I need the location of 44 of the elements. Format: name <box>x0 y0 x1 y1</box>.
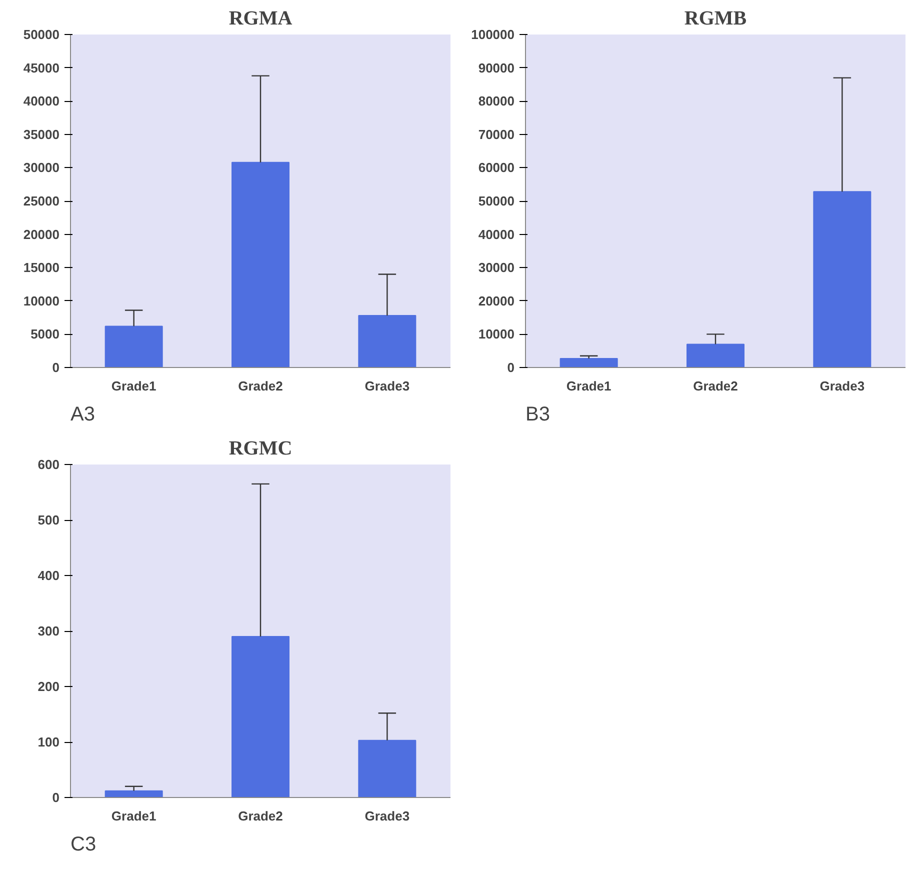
chart-title: RGMC <box>228 438 292 460</box>
y-tick-label: 45000 <box>23 60 60 76</box>
y-tick-label: 5000 <box>30 326 60 342</box>
y-tick-label: 50000 <box>23 27 60 42</box>
x-tick-label: Grade2 <box>238 808 283 824</box>
y-tick-label: 40000 <box>23 94 60 109</box>
text: A3 <box>70 404 95 426</box>
y-tick-label: 90000 <box>478 60 515 76</box>
chart-title: RGMB <box>684 8 747 30</box>
y-tick-label: 40000 <box>478 226 515 242</box>
y-tick-label: 200 <box>38 679 60 694</box>
x-tick-label: Grade3 <box>364 808 410 824</box>
chart-title: RGMA <box>228 8 293 30</box>
y-tick-label: 25000 <box>23 194 60 208</box>
text: C3 <box>70 834 96 856</box>
y-tick-label: 0 <box>52 790 60 805</box>
y-tick-label: 60000 <box>478 160 515 176</box>
y-tick-label: 300 <box>38 624 60 638</box>
y-tick-label: 15000 <box>23 260 60 276</box>
y-tick-label: 100000 <box>471 27 515 42</box>
y-tick-label: 0 <box>507 360 515 375</box>
y-tick-label: 400 <box>38 568 60 583</box>
y-tick-label: 50000 <box>478 194 515 208</box>
y-tick-label: 30000 <box>23 160 60 176</box>
y-tick-label: 500 <box>38 512 60 528</box>
y-tick-label: 10000 <box>23 293 60 308</box>
x-tick-label: Grade1 <box>566 378 612 394</box>
x-tick-label: Grade3 <box>820 378 865 394</box>
y-tick-label: 80000 <box>478 94 515 109</box>
y-tick-label: 30000 <box>478 260 515 276</box>
x-tick-label: Grade1 <box>111 378 156 394</box>
y-tick-label: 35000 <box>23 126 60 142</box>
y-tick-label: 20000 <box>23 226 60 242</box>
x-tick-label: Grade3 <box>364 378 410 394</box>
y-tick-label: 600 <box>38 457 60 472</box>
y-tick-label: 100 <box>38 734 60 750</box>
x-tick-label: Grade2 <box>238 378 283 394</box>
y-tick-label: 10000 <box>478 326 515 342</box>
x-tick-label: Grade1 <box>111 808 156 824</box>
x-tick-label: Grade2 <box>693 378 738 394</box>
y-tick-label: 0 <box>52 360 60 375</box>
y-tick-label: 70000 <box>478 126 515 142</box>
text: B3 <box>526 404 550 426</box>
y-tick-label: 20000 <box>478 293 515 308</box>
